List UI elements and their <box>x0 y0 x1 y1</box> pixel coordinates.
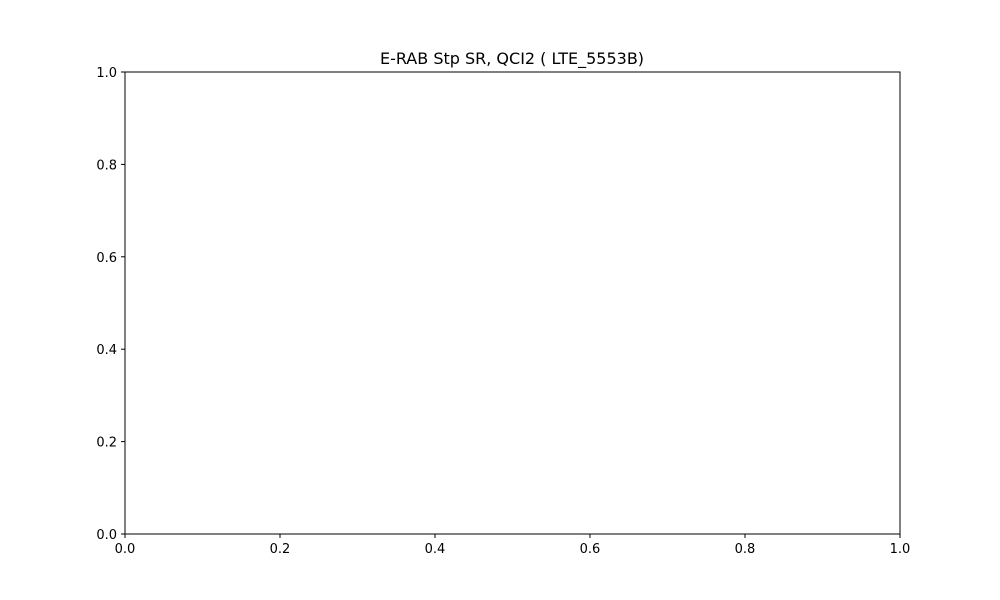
x-tick-label: 0.0 <box>115 542 136 557</box>
y-tick-label: 0.2 <box>96 436 117 451</box>
x-tick-label: 0.8 <box>735 542 756 557</box>
y-tick-label: 1.0 <box>96 66 117 81</box>
plot-area-frame <box>124 71 901 535</box>
x-axis: 0.0 0.2 0.4 0.6 0.8 1.0 <box>115 534 911 557</box>
x-tick-label: 0.4 <box>425 542 446 557</box>
x-tick-label: 0.6 <box>580 542 601 557</box>
chart-title: E-RAB Stp SR, QCI2 ( LTE_5553B) <box>380 49 644 69</box>
y-tick-label: 0.8 <box>96 158 117 173</box>
x-tick-label: 1.0 <box>890 542 911 557</box>
x-tick-label: 0.2 <box>270 542 291 557</box>
y-axis: 0.0 0.2 0.4 0.6 0.8 1.0 <box>96 66 125 543</box>
y-tick-label: 0.4 <box>96 343 117 358</box>
y-tick-label: 0.6 <box>96 251 117 266</box>
y-tick-label: 0.0 <box>96 528 117 543</box>
